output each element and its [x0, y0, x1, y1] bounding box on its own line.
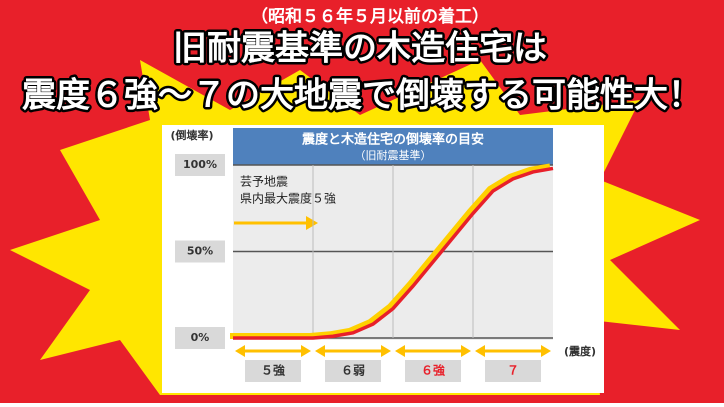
y-axis-label: (倒壊率)	[170, 128, 213, 142]
chart-title: 震度と木造住宅の倒壊率の目安	[301, 132, 484, 148]
x-axis-label: (震度)	[564, 344, 596, 358]
chart-subtitle: （旧耐震基準）	[355, 148, 432, 162]
y-tick-label: 50%	[187, 245, 213, 258]
x-tick-label: ６強	[421, 363, 445, 378]
poster: （昭和５６年５月以前の着工） 旧耐震基準の木造住宅は 震度６強～７の大地震で倒壊…	[0, 0, 724, 403]
y-tick-label: 0%	[191, 331, 210, 344]
x-tick-label: ７	[507, 364, 519, 378]
title: 旧耐震基準の木造住宅は	[173, 29, 547, 69]
note: （昭和５６年５月以前の着工）	[251, 6, 489, 27]
annotation: 県内最大震度５強	[240, 191, 336, 206]
y-tick-label: 100%	[183, 158, 217, 171]
x-tick-label: ６弱	[341, 363, 365, 378]
annotation: 芸予地震	[240, 175, 288, 189]
x-tick-label: ５強	[261, 363, 285, 378]
subtitle: 震度６強～７の大地震で倒壊する可能性大！	[22, 76, 702, 116]
